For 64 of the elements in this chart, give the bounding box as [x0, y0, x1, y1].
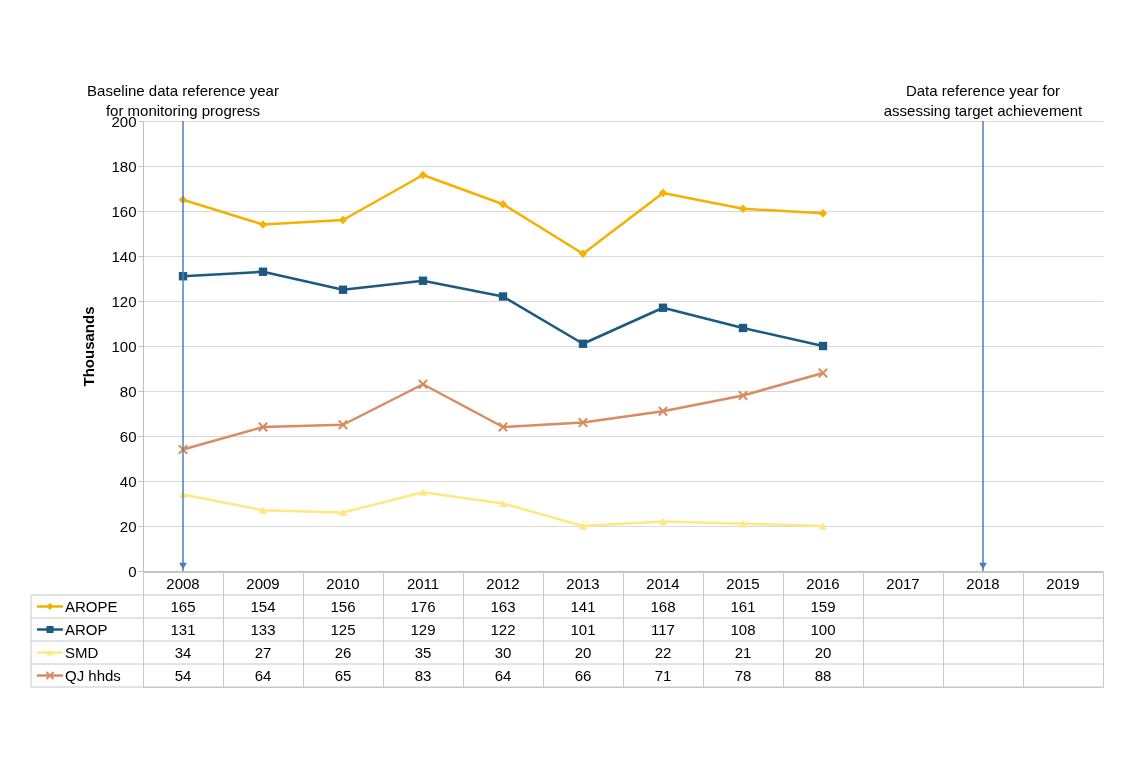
- data-label: 165: [170, 597, 196, 615]
- legend-label: SMD: [65, 643, 99, 661]
- data-label: 141: [570, 597, 596, 615]
- data-label: 131: [170, 620, 196, 638]
- data-label: 83: [414, 666, 432, 684]
- x-tick-label: 2016: [806, 574, 840, 592]
- y-axis-title: Thousands: [80, 306, 98, 387]
- y-tick-label: 80: [119, 382, 137, 400]
- data-label: 64: [494, 666, 512, 684]
- data-label: 22: [654, 643, 672, 661]
- x-tick-label: 2015: [726, 574, 760, 592]
- x-tick-label: 2012: [486, 574, 520, 592]
- data-label: 35: [414, 643, 432, 661]
- y-tick-label: 140: [111, 247, 137, 265]
- x-tick-label: 2019: [1046, 574, 1080, 592]
- data-label: 161: [730, 597, 756, 615]
- y-tick-label: 20: [119, 517, 137, 535]
- data-label: 71: [654, 666, 672, 684]
- data-label: 125: [330, 620, 356, 638]
- data-label: 133: [250, 620, 276, 638]
- ref-line-label: Data reference year for assessing target achievement: [883, 82, 1084, 119]
- data-label: 26: [334, 643, 352, 661]
- data-label: 129: [410, 620, 436, 638]
- legend-label: AROP: [65, 620, 108, 638]
- data-label: 66: [574, 666, 592, 684]
- data-label: 27: [254, 643, 272, 661]
- data-label: 54: [174, 666, 192, 684]
- x-tick-label: 2014: [646, 574, 680, 592]
- y-tick-label: 0: [128, 562, 137, 580]
- data-label: 101: [570, 620, 596, 638]
- data-label: 163: [490, 597, 516, 615]
- x-tick-label: 2010: [326, 574, 360, 592]
- y-tick-label: 60: [119, 427, 137, 445]
- x-tick-label: 2009: [246, 574, 280, 592]
- data-label: 154: [250, 597, 276, 615]
- data-label: 64: [254, 666, 272, 684]
- x-tick-label: 2017: [886, 574, 920, 592]
- data-label: 30: [494, 643, 512, 661]
- x-tick-label: 2011: [406, 574, 440, 592]
- legend-label: AROPE: [65, 597, 118, 615]
- y-tick-label: 160: [111, 202, 137, 220]
- data-label: 65: [334, 666, 352, 684]
- y-tick-label: 40: [119, 472, 137, 490]
- data-label: 78: [734, 666, 752, 684]
- data-label: 21: [734, 643, 752, 661]
- data-label: 34: [174, 643, 192, 661]
- data-label: 117: [651, 620, 675, 638]
- legend-label: QJ hhds: [65, 666, 121, 684]
- data-label: 168: [650, 597, 676, 615]
- y-tick-label: 180: [111, 157, 137, 175]
- data-label: 100: [810, 620, 836, 638]
- x-tick-label: 2013: [566, 574, 600, 592]
- data-label: 156: [330, 597, 356, 615]
- y-tick-label: 120: [111, 292, 137, 310]
- data-label: 108: [730, 620, 756, 638]
- data-label: 20: [574, 643, 592, 661]
- x-tick-label: 2008: [166, 574, 200, 592]
- y-tick-label: 100: [111, 337, 137, 355]
- data-label: 122: [490, 620, 516, 638]
- data-label: 159: [810, 597, 836, 615]
- data-label: 88: [814, 666, 832, 684]
- x-tick-label: 2018: [966, 574, 1000, 592]
- data-label: 176: [410, 597, 436, 615]
- data-label: 20: [814, 643, 832, 661]
